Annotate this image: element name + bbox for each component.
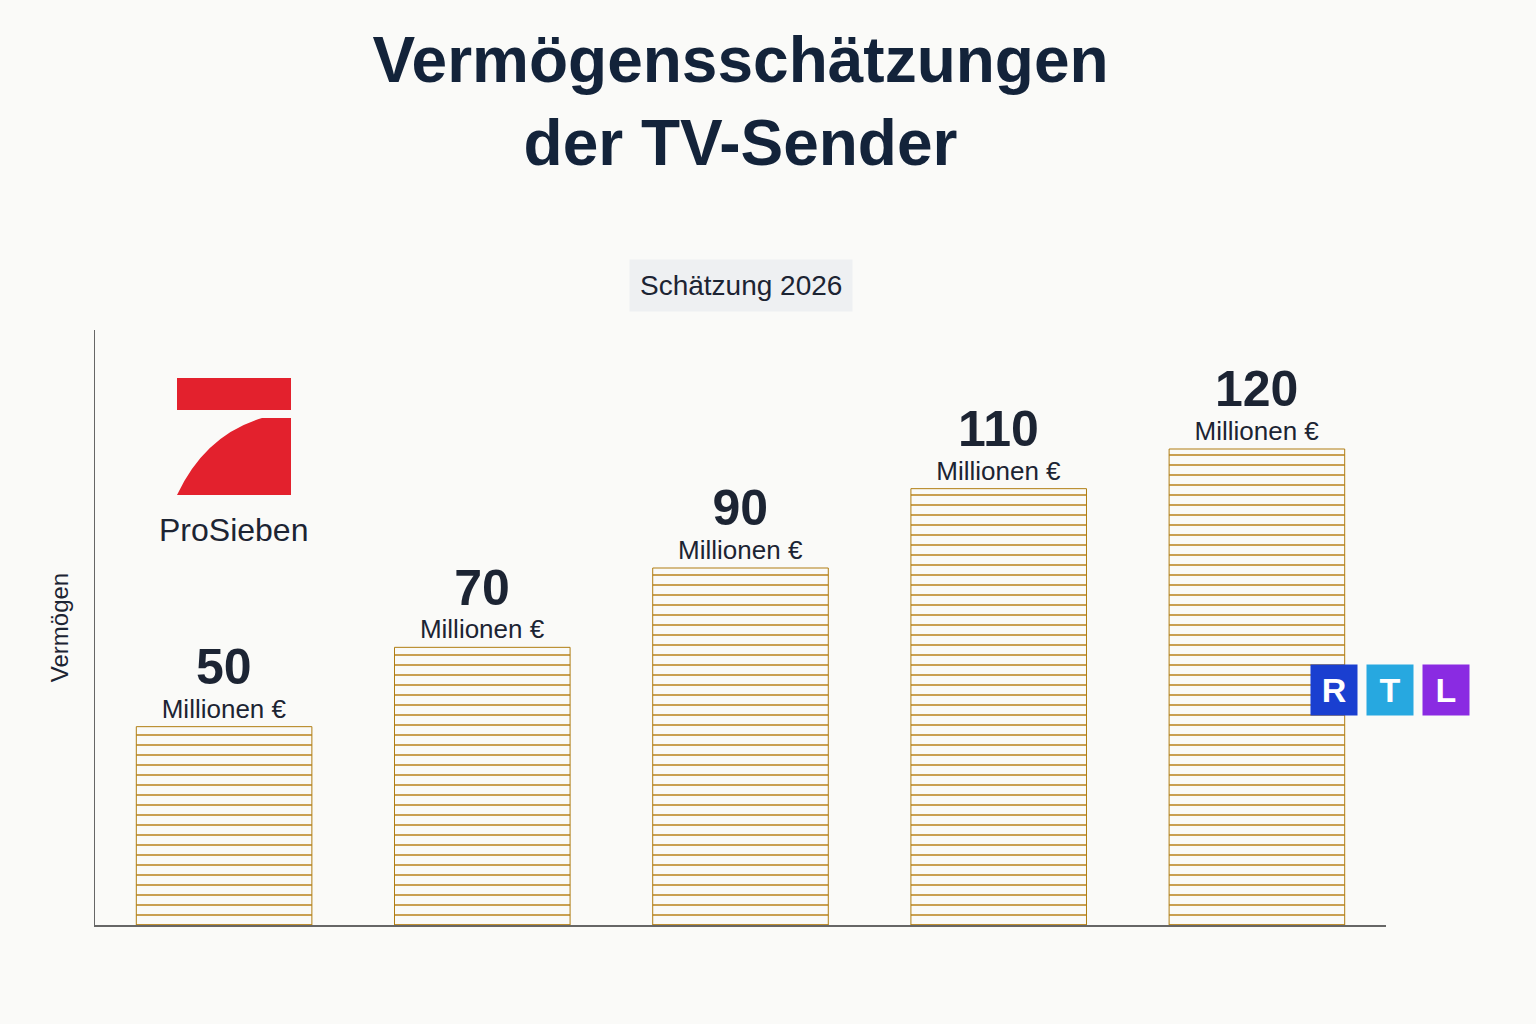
svg-text:70Millionen €: 70Millionen €: [420, 560, 545, 645]
svg-text:110Millionen €: 110Millionen €: [936, 401, 1061, 486]
svg-text:90Millionen €: 90Millionen €: [678, 480, 803, 565]
svg-text:120Millionen €: 120Millionen €: [1194, 361, 1319, 446]
svg-text:Vermögen: Vermögen: [46, 573, 73, 682]
svg-text:50Millionen €: 50Millionen €: [162, 639, 287, 724]
svg-text:Vermögensschätzungender TV-Sen: Vermögensschätzungender TV-Sender: [372, 24, 1108, 179]
svg-text:L: L: [1436, 671, 1457, 709]
svg-text:R: R: [1322, 671, 1347, 709]
svg-text:T: T: [1380, 671, 1401, 709]
svg-text:ProSieben: ProSieben: [159, 512, 308, 548]
svg-text:Schätzung 2026: Schätzung 2026: [640, 270, 842, 301]
